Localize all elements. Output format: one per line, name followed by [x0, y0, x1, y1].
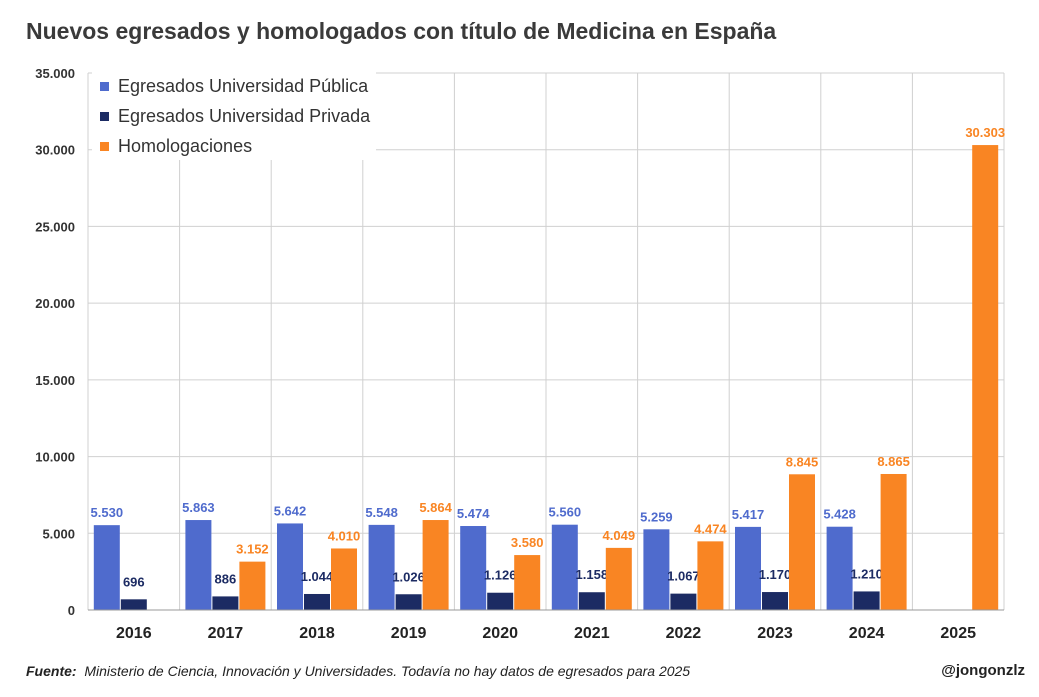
bar — [578, 592, 605, 610]
bar — [185, 520, 212, 610]
data-label: 1.026 — [392, 569, 425, 584]
data-label: 5.417 — [732, 507, 765, 522]
legend-swatch-homologaciones — [100, 141, 109, 151]
data-label: 1.067 — [667, 569, 700, 584]
bar — [670, 593, 697, 610]
data-label: 1.126 — [484, 568, 517, 583]
data-label: 1.210 — [850, 566, 883, 581]
data-label: 1.158 — [576, 567, 609, 582]
y-tick-label: 10.000 — [35, 450, 75, 465]
y-tick-label: 5.000 — [42, 526, 75, 541]
data-label: 5.474 — [457, 506, 490, 521]
data-label: 8.865 — [877, 454, 910, 469]
x-tick-label: 2022 — [666, 625, 702, 642]
x-tick-label: 2025 — [940, 625, 976, 642]
x-tick-label: 2021 — [574, 625, 610, 642]
data-label: 1.170 — [759, 567, 792, 582]
legend-item-homologaciones: Homologaciones — [100, 135, 252, 157]
legend-label-privada: Egresados Universidad Privada — [118, 105, 371, 126]
bar — [422, 520, 449, 610]
legend-swatch-privada — [100, 111, 109, 121]
data-label: 5.428 — [823, 507, 856, 522]
x-tick-label: 2017 — [208, 625, 244, 642]
bar — [395, 594, 422, 610]
data-label: 5.530 — [91, 505, 124, 520]
data-label: 1.044 — [301, 569, 334, 584]
source-note: Fuente: Ministerio de Ciencia, Innovació… — [26, 663, 690, 679]
legend-item-publica: Egresados Universidad Pública — [100, 75, 368, 97]
data-label: 3.580 — [511, 535, 544, 550]
bar — [643, 529, 670, 610]
bar — [972, 145, 999, 610]
bar — [853, 591, 880, 610]
bar — [762, 592, 788, 610]
data-label: 5.642 — [274, 503, 307, 518]
bar — [239, 561, 266, 610]
data-label: 5.560 — [549, 505, 582, 520]
data-label: 4.010 — [328, 528, 361, 543]
bar — [880, 473, 907, 610]
bar — [212, 596, 239, 610]
bar — [331, 548, 357, 610]
legend-label-homologaciones: Homologaciones — [118, 135, 253, 156]
chart-legend: Egresados Universidad Pública Egresados … — [92, 72, 376, 160]
bar — [605, 547, 632, 610]
bar — [93, 525, 120, 610]
bar — [304, 593, 330, 610]
y-tick-label: 15.000 — [35, 373, 75, 388]
data-label: 8.845 — [786, 454, 819, 469]
data-label: 30.303 — [965, 125, 1005, 140]
bar — [368, 524, 395, 610]
data-label: 5.863 — [182, 500, 215, 515]
data-label: 5.548 — [365, 505, 398, 520]
x-tick-label: 2023 — [757, 625, 793, 642]
bar — [460, 526, 487, 610]
y-tick-label: 20.000 — [35, 296, 75, 311]
y-tick-label: 35.000 — [35, 66, 75, 81]
bar — [697, 541, 724, 610]
data-label: 3.152 — [236, 542, 269, 557]
x-tick-label: 2018 — [299, 625, 335, 642]
y-tick-label: 25.000 — [35, 219, 75, 234]
legend-swatch-publica — [100, 81, 109, 91]
data-label: 4.049 — [603, 528, 636, 543]
bar — [826, 526, 853, 610]
x-tick-label: 2024 — [849, 625, 885, 642]
bar — [514, 555, 541, 610]
data-label: 4.474 — [694, 521, 727, 536]
x-tick-label: 2019 — [391, 625, 427, 642]
chart-title: Nuevos egresados y homologados con títul… — [26, 18, 777, 44]
author-handle: @jongonzlz — [941, 662, 1025, 679]
bar — [277, 523, 303, 610]
bar — [789, 474, 815, 610]
source-label: Fuente: — [26, 663, 77, 679]
bar — [487, 592, 514, 610]
data-label: 696 — [123, 574, 145, 589]
legend-label-publica: Egresados Universidad Pública — [118, 75, 369, 96]
data-label: 5.259 — [640, 509, 673, 524]
source-text: Ministerio de Ciencia, Innovación y Univ… — [84, 663, 691, 679]
bar — [735, 526, 761, 610]
data-label: 5.864 — [419, 500, 452, 515]
x-tick-label: 2020 — [482, 625, 518, 642]
bar — [551, 524, 578, 610]
bar — [120, 599, 147, 610]
data-label: 886 — [215, 571, 237, 586]
y-tick-label: 0 — [68, 603, 75, 618]
legend-item-privada: Egresados Universidad Privada — [100, 105, 370, 127]
x-tick-label: 2016 — [116, 625, 152, 642]
y-tick-label: 30.000 — [35, 143, 75, 158]
